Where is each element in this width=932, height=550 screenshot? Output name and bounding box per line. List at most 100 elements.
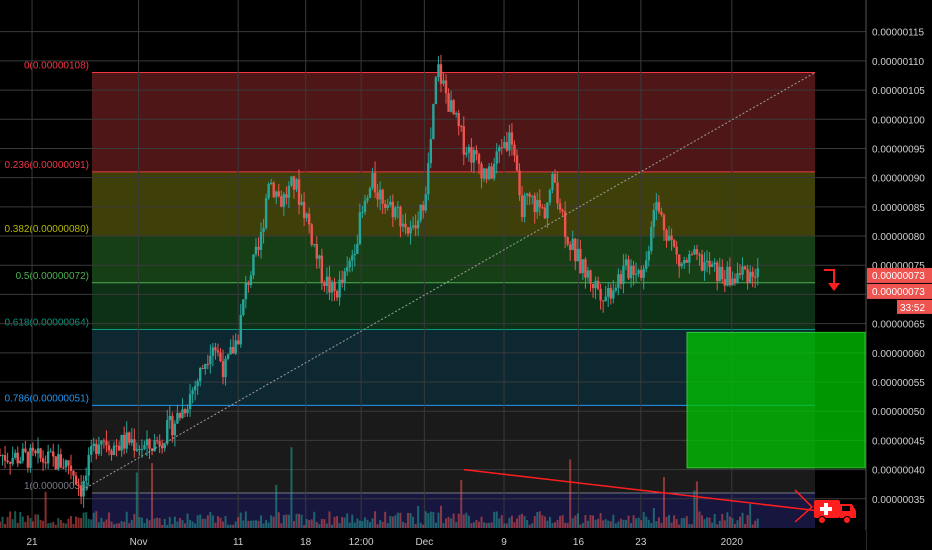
candle-body — [452, 100, 455, 115]
volume-bar — [336, 516, 339, 528]
candle-body — [297, 179, 301, 205]
candle-body — [543, 207, 547, 219]
candle-body — [64, 460, 68, 468]
candle-body — [427, 163, 430, 195]
volume-bar — [37, 514, 40, 528]
candle-body — [617, 274, 620, 288]
candle-body — [49, 451, 52, 453]
volume-bar — [706, 517, 709, 528]
candle-body — [0, 455, 2, 457]
volume-bar — [346, 513, 349, 528]
volume-bar — [270, 515, 273, 528]
candle-body — [267, 183, 270, 199]
candle-body — [181, 409, 184, 418]
fib-label-1: 1(0.00000036) — [24, 481, 89, 492]
candle-body — [685, 260, 688, 263]
volume-bar — [559, 516, 562, 528]
time-tick-label: 12:00 — [349, 537, 374, 548]
volume-bar — [285, 514, 288, 528]
candle-body — [424, 194, 427, 211]
volume-bar — [100, 517, 103, 528]
candle-body — [163, 443, 166, 449]
candle-body — [8, 462, 12, 464]
time-tick-label: 18 — [300, 537, 312, 548]
projection-trendline[interactable] — [82, 72, 816, 491]
volume-bar — [252, 520, 255, 528]
volume-bar — [21, 516, 24, 528]
volume-bar — [396, 512, 399, 528]
candle-body — [290, 176, 293, 186]
volume-bar — [4, 523, 7, 528]
volume-bar — [282, 515, 285, 528]
candle-body — [204, 363, 207, 369]
volume-bar — [533, 515, 536, 528]
candle-body — [216, 350, 220, 353]
candle-body — [280, 196, 283, 207]
volume-bar — [751, 524, 754, 528]
volume-bar — [1, 516, 4, 528]
volume-bar — [219, 517, 222, 528]
candle-body — [700, 254, 704, 271]
volume-bar — [338, 523, 341, 528]
volume-bar — [64, 523, 67, 528]
volume-bar — [726, 512, 729, 528]
candle-body — [171, 415, 174, 436]
candle-body — [675, 246, 678, 255]
volume-bar — [500, 515, 503, 528]
volume-bar — [612, 514, 615, 528]
volume-bar — [191, 521, 194, 528]
candle-body — [285, 194, 288, 198]
candle-body — [315, 243, 318, 259]
candle-body — [475, 150, 478, 155]
target-zone[interactable] — [686, 331, 866, 469]
volume-bar — [80, 518, 83, 528]
volume-bar — [125, 511, 128, 528]
volume-bar — [90, 519, 93, 528]
volume-bar — [599, 512, 602, 528]
candle-body — [310, 224, 313, 245]
candle-body — [612, 290, 615, 299]
volume-bar — [82, 512, 85, 528]
candle-body — [391, 201, 395, 218]
candle-body — [323, 282, 326, 286]
candle-body — [138, 449, 141, 451]
volume-bar — [640, 520, 643, 528]
volume-bar — [754, 520, 757, 528]
candle-body — [107, 445, 111, 451]
volume-bar — [138, 517, 141, 528]
candle-body — [358, 212, 362, 245]
volume-bar — [457, 513, 460, 528]
annotations[interactable] — [82, 72, 866, 524]
volume-trendline[interactable] — [463, 468, 816, 512]
volume-bar — [87, 518, 90, 528]
fib-zone-0 — [92, 72, 815, 172]
price-tick-label: 0.00000110 — [872, 57, 925, 68]
volume-bar — [723, 520, 726, 528]
volume-bar — [47, 523, 50, 528]
candle-body — [1, 455, 4, 457]
candle-body — [264, 198, 268, 228]
volume-bar — [528, 524, 531, 528]
volume-bar — [186, 513, 189, 528]
volume-bar — [298, 513, 301, 528]
countdown-box — [897, 299, 932, 314]
volume-bar — [467, 515, 470, 528]
volume-bar — [586, 520, 589, 528]
volume-bar — [39, 519, 42, 528]
volume-bar — [320, 518, 323, 528]
volume-bar — [275, 484, 278, 528]
volume-bar — [224, 516, 227, 528]
candle-body — [662, 214, 666, 231]
volume-bar — [703, 519, 706, 528]
candle-body — [492, 163, 496, 179]
volume-bar — [153, 518, 156, 528]
volume-bar — [351, 514, 354, 528]
candle-body — [386, 205, 389, 208]
candle-body — [206, 363, 210, 365]
candle-body — [485, 168, 488, 180]
candle-body — [41, 458, 45, 463]
time-tick-label: 23 — [635, 537, 647, 548]
volume-bar — [14, 511, 17, 528]
